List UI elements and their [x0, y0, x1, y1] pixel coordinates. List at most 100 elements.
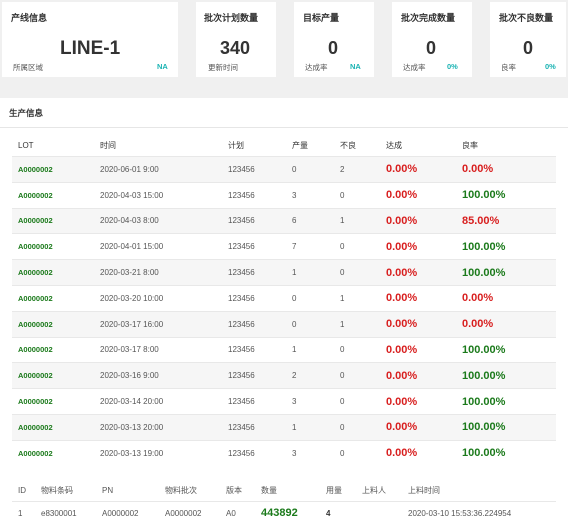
output-cell: 1	[292, 268, 297, 278]
output-cell: 3	[292, 190, 297, 200]
yield-label: 良率	[501, 63, 516, 72]
yield-cell: 100.00%	[462, 395, 506, 408]
table-row[interactable]: A0000002 2020-03-17 8:00 123456 1 0 0.00% 100.…	[12, 336, 556, 363]
yield-cell: 0.00%	[462, 292, 494, 305]
col-output: 产量	[292, 141, 308, 150]
table-row[interactable]: A0000002 2020-04-01 15:00 123456 7 0 0.00% 100…	[12, 233, 556, 259]
lot-cell[interactable]: A0000002	[18, 371, 53, 381]
table-row[interactable]: A0000002 2020-03-20 10:00 123456 0 1 0.00% 0.0…	[12, 284, 556, 311]
yield-cell: 100.00%	[462, 421, 506, 434]
yield-cell: 85.00%	[462, 214, 500, 227]
card-line-info: 产线信息 LINE-1 所属区域 NA	[2, 2, 178, 77]
lot-cell[interactable]: A0000002	[18, 268, 53, 278]
material-header: ID 物料条码 PN 物料批次 版本 数量 用量 上料人 上料时间	[12, 479, 556, 501]
achieve-value: 0%	[447, 62, 458, 71]
lot-cell[interactable]: A0000002	[18, 319, 53, 329]
output-cell: 1	[292, 422, 297, 432]
card-batch-plan: 批次计划数量 340 更新时间	[196, 2, 276, 77]
output-cell: 0	[292, 293, 297, 303]
time-cell: 2020-03-17 16:00	[100, 319, 164, 329]
defect-cell: 0	[340, 422, 345, 432]
defect-cell: 0	[340, 345, 345, 355]
table-row[interactable]: A0000002 2020-03-13 19:00 123456 3 0 0.00% 100…	[12, 439, 556, 466]
batch-defect-value: 0	[523, 38, 534, 58]
lot-cell[interactable]: A0000002	[18, 164, 53, 174]
lot-cell[interactable]: A0000002	[18, 345, 53, 355]
lot-cell[interactable]: A0000002	[18, 216, 53, 226]
defect-cell: 0	[340, 268, 345, 278]
table-row[interactable]: A0000002 2020-03-14 20:00 123456 3 0 0.00% 100…	[12, 388, 556, 414]
output-cell: 6	[292, 216, 297, 226]
production-table: LOT 时间 计划 产量 不良 达成 良率 A0000002 2020-06-01…	[12, 135, 556, 466]
card-title: 批次完成数量	[401, 13, 456, 23]
target-output-value: 0	[328, 38, 339, 58]
table-row[interactable]: A0000002 2020-03-17 16:00 123456 0 1 0.00% 0.0…	[12, 310, 556, 337]
time-cell: 2020-04-03 15:00	[100, 190, 164, 200]
batch-plan-value: 340	[220, 38, 251, 58]
yield-cell: 100.00%	[462, 369, 506, 382]
lot-cell[interactable]: A0000002	[18, 190, 53, 200]
yield-cell: 100.00%	[462, 266, 506, 279]
yield-cell: 0.00%	[462, 163, 494, 176]
time-cell: 2020-03-13 20:00	[100, 422, 164, 432]
defect-cell: 1	[340, 216, 345, 226]
col-version: 版本	[226, 485, 242, 495]
time-cell: 2020-03-14 20:00	[100, 397, 164, 407]
defect-cell: 0	[340, 397, 345, 407]
pn-cell: A0000002	[102, 508, 139, 518]
material-row[interactable]: 1 e8300001 A0000002 A0000002 A0 443892 4 2020-0…	[12, 501, 556, 524]
yield-cell: 100.00%	[462, 343, 506, 356]
yield-cell: 100.00%	[462, 447, 506, 460]
col-achieve: 达成	[386, 141, 402, 150]
card-title: 产线信息	[11, 13, 48, 23]
col-yield: 良率	[462, 141, 478, 150]
output-cell: 2	[292, 371, 297, 381]
card-title: 批次不良数量	[499, 13, 554, 23]
table-row[interactable]: A0000002 2020-03-21 8:00 123456 1 0 0.00% 100.…	[12, 259, 556, 285]
achieve-cell: 0.00%	[386, 318, 418, 331]
achieve-cell: 0.00%	[386, 189, 418, 202]
qty-cell: 443892	[261, 507, 298, 519]
output-cell: 0	[292, 164, 297, 174]
yield-cell: 0.00%	[462, 318, 494, 331]
card-title: 批次计划数量	[204, 13, 259, 23]
lot-cell[interactable]: A0000002	[18, 242, 53, 252]
time-cell: 2020-03-20 10:00	[100, 293, 164, 303]
lot-cell[interactable]: A0000002	[18, 448, 53, 458]
achieve-cell: 0.00%	[386, 266, 418, 279]
table-row[interactable]: A0000002 2020-04-03 8:00 123456 6 1 0.00% 85.0…	[12, 207, 556, 234]
col-pn: PN	[102, 485, 114, 495]
id-cell: 1	[18, 508, 23, 518]
achieve-label: 达成率	[403, 63, 426, 72]
time-cell: 2020-03-21 8:00	[100, 268, 159, 278]
update-time-label: 更新时间	[208, 63, 238, 72]
lot-cell[interactable]: A0000002	[18, 397, 53, 407]
plan-cell: 123456	[228, 293, 255, 303]
version-cell: A0	[226, 508, 236, 518]
defect-cell: 0	[340, 190, 345, 200]
lot-cell[interactable]: A0000002	[18, 293, 53, 303]
table-row[interactable]: A0000002 2020-04-03 15:00 123456 3 0 0.00% 100…	[12, 181, 556, 208]
table-row[interactable]: A0000002 2020-03-16 9:00 123456 2 0 0.00% 100.…	[12, 362, 556, 389]
plan-cell: 123456	[228, 448, 255, 458]
defect-cell: 0	[340, 371, 345, 381]
output-cell: 7	[292, 242, 297, 252]
table-row[interactable]: A0000002 2020-03-13 20:00 123456 1 0 0.00% 100…	[12, 413, 556, 440]
load-time-cell: 2020-03-10 15:53:36.224954	[408, 508, 512, 518]
defect-cell: 0	[340, 448, 345, 458]
time-cell: 2020-03-16 9:00	[100, 371, 159, 381]
output-cell: 3	[292, 448, 297, 458]
time-cell: 2020-06-01 9:00	[100, 164, 159, 174]
defect-cell: 1	[340, 293, 345, 303]
yield-value: 0%	[545, 62, 556, 71]
defect-cell: 0	[340, 242, 345, 252]
card-title: 目标产量	[303, 13, 340, 23]
col-defect: 不良	[340, 141, 356, 150]
lot-cell[interactable]: A0000002	[18, 422, 53, 432]
yield-cell: 100.00%	[462, 240, 506, 253]
achieve-cell: 0.00%	[386, 240, 418, 253]
achieve-cell: 0.00%	[386, 343, 418, 356]
achieve-cell: 0.00%	[386, 395, 418, 408]
material-table: ID 物料条码 PN 物料批次 版本 数量 用量 上料人 上料时间 1 e8300…	[12, 479, 556, 524]
table-row[interactable]: A0000002 2020-06-01 9:00 123456 0 2 0.00% 0.00…	[12, 156, 556, 182]
